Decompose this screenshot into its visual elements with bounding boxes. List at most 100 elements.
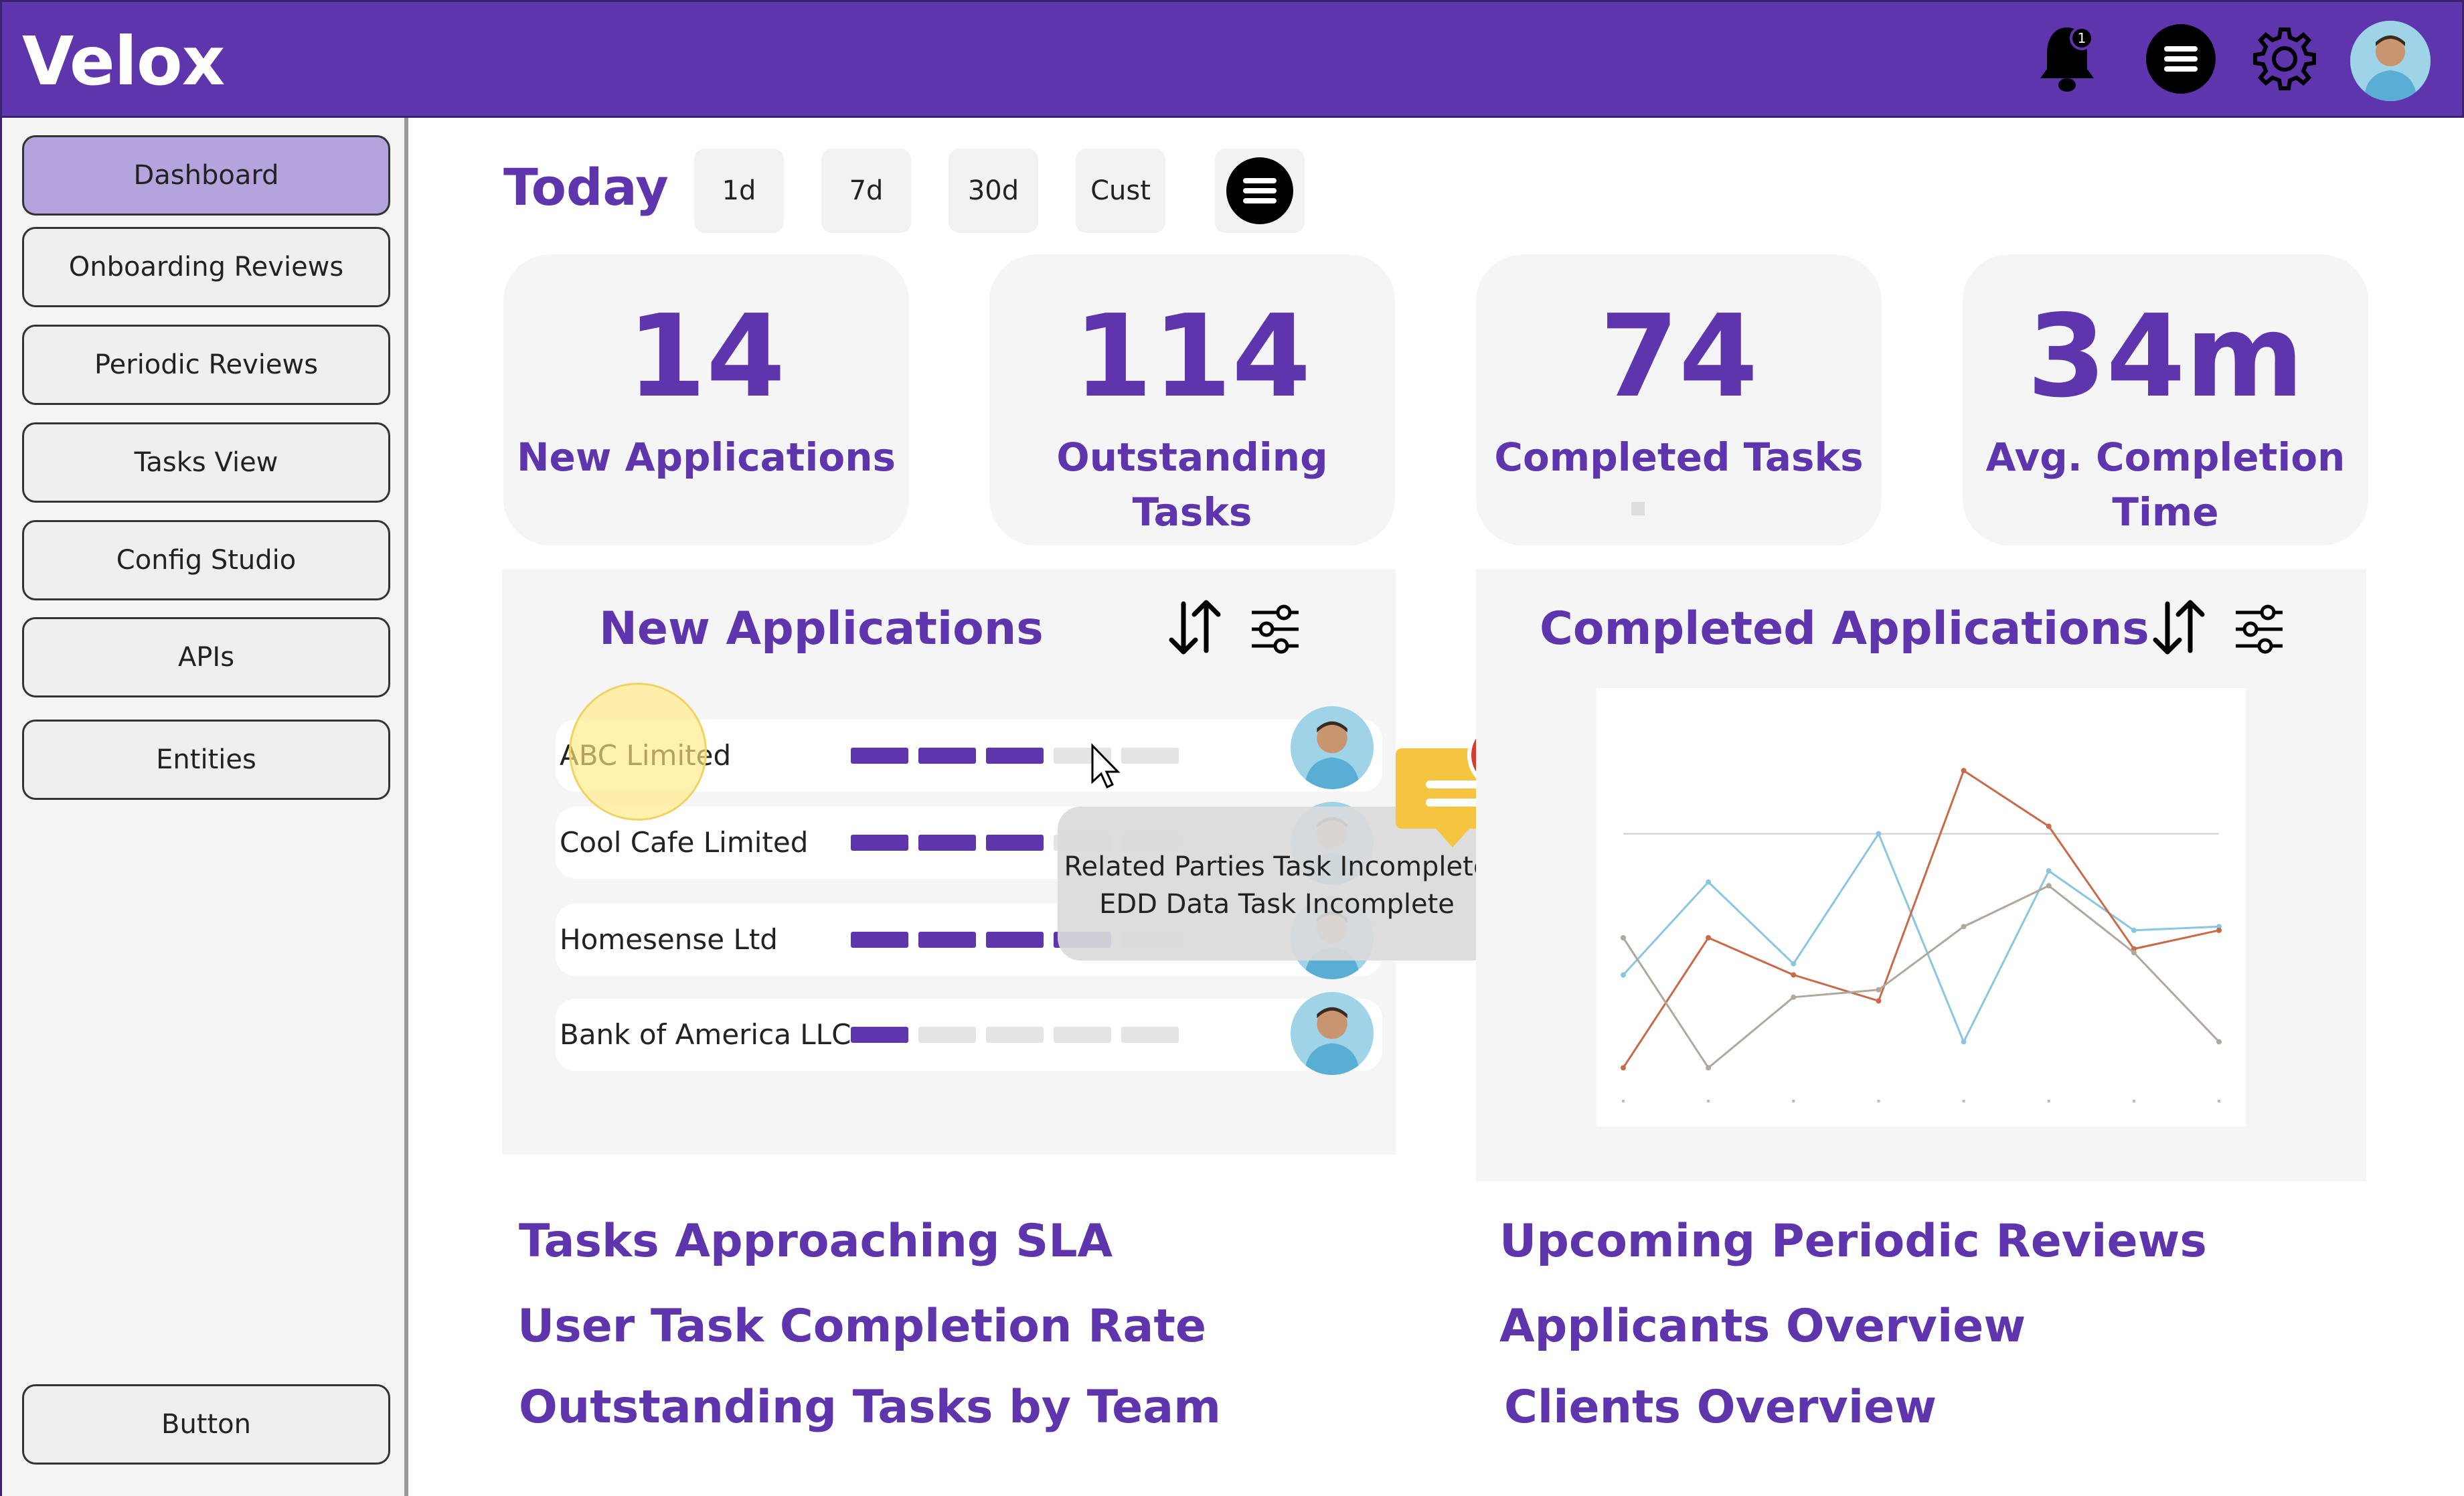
sidebar-item-config-studio[interactable]: Config Studio: [22, 520, 390, 600]
data-point: [1791, 994, 1797, 1000]
progress-segment: [918, 1027, 976, 1043]
sidebar-item-dashboard[interactable]: Dashboard: [22, 135, 390, 216]
progress-segment: [851, 1027, 908, 1043]
progress-segment: [986, 1027, 1044, 1043]
data-point: [2131, 950, 2137, 956]
data-point: [1706, 879, 1712, 885]
tooltip-line: Related Parties Task Incomplete: [1064, 851, 1490, 882]
kpi-value: 34m: [2027, 290, 2304, 423]
link-user-task-completion-rate[interactable]: User Task Completion Rate: [517, 1300, 1206, 1353]
sidebar-item-tasks-view[interactable]: Tasks View: [22, 422, 390, 503]
progress-segment: [918, 748, 976, 764]
line-chart: [1621, 768, 2222, 1102]
x-tick: [2132, 1100, 2135, 1102]
sidebar-item-apis[interactable]: APIs: [22, 617, 390, 697]
kpi-avg-completion-time[interactable]: 34m Avg. Completion Time: [1963, 254, 2368, 546]
data-point: [1706, 935, 1712, 940]
data-point: [1876, 831, 1882, 837]
data-point: [2046, 868, 2052, 874]
app-logo: Velox: [22, 22, 225, 100]
data-point: [2131, 946, 2137, 952]
link-clients-overview[interactable]: Clients Overview: [1504, 1381, 1937, 1434]
range-title: Today: [503, 157, 669, 217]
sidebar-item-periodic-reviews[interactable]: Periodic Reviews: [22, 325, 390, 405]
kpi-new-applications[interactable]: 14 New Applications: [503, 254, 909, 546]
kpi-label: Completed Tasks: [1494, 434, 1864, 480]
user-avatar[interactable]: [2350, 21, 2431, 101]
assignee-avatar[interactable]: [1291, 992, 1374, 1075]
link-tasks-approaching-sla[interactable]: Tasks Approaching SLA: [519, 1215, 1113, 1268]
data-point: [1791, 961, 1797, 967]
data-point: [1961, 768, 1967, 774]
kpi-value: 74: [1599, 290, 1758, 423]
data-point: [1961, 924, 1967, 930]
filter-icon[interactable]: [1245, 599, 1305, 659]
completed-applications-title: Completed Applications: [1540, 602, 2149, 655]
progress-segment: [918, 932, 976, 948]
x-tick: [2218, 1100, 2220, 1102]
data-point: [1621, 972, 1626, 978]
kpi-completed-tasks[interactable]: 74 Completed Tasks: [1476, 254, 1882, 546]
application-row[interactable]: Bank of America LLC: [556, 999, 1382, 1071]
kpi-value: 14: [627, 290, 786, 423]
sidebar-item-entities[interactable]: Entities: [22, 720, 390, 800]
gear-icon[interactable]: [2248, 22, 2321, 96]
kpi-outstanding-tasks[interactable]: 114 Outstanding Tasks: [989, 254, 1395, 546]
progress-segment: [851, 748, 908, 764]
sort-icon[interactable]: [2149, 597, 2209, 657]
data-point: [1961, 1039, 1967, 1045]
series-line-2: [1622, 884, 2220, 1070]
progress-segment: [851, 835, 908, 851]
data-point: [1876, 987, 1882, 993]
data-point: [1876, 998, 1882, 1004]
x-tick: [1792, 1100, 1795, 1102]
menu-icon[interactable]: [2144, 22, 2218, 96]
series-line-1: [1622, 768, 2220, 1069]
menu-icon: [1226, 157, 1293, 224]
link-upcoming-periodic-reviews[interactable]: Upcoming Periodic Reviews: [1499, 1215, 2207, 1268]
x-tick: [1877, 1100, 1880, 1102]
kpi-label: Outstanding Tasks: [1056, 434, 1328, 535]
completed-applications-chart: [1596, 688, 2246, 1127]
application-name: Homesense Ltd: [560, 923, 778, 956]
range-30d-button[interactable]: 30d: [949, 149, 1038, 233]
tooltip-line: EDD Data Task Incomplete: [1099, 889, 1455, 920]
sort-icon[interactable]: [1165, 597, 1225, 657]
decorative-dot: [1631, 502, 1645, 515]
data-point: [2216, 927, 2222, 933]
kpi-value: 114: [1073, 290, 1311, 423]
cursor-icon: [1091, 743, 1121, 789]
new-applications-title: New Applications: [599, 602, 1044, 655]
progress-segment: [1121, 1027, 1179, 1043]
kpi-label: New Applications: [516, 434, 896, 480]
range-7d-button[interactable]: 7d: [821, 149, 911, 233]
notification-count: 1: [2078, 30, 2086, 46]
data-point: [1621, 1065, 1626, 1071]
x-tick: [1622, 1100, 1625, 1102]
range-menu-button[interactable]: [1215, 149, 1305, 233]
sidebar-bottom-button[interactable]: Button: [22, 1384, 390, 1465]
filter-icon[interactable]: [2229, 599, 2289, 659]
range-1d-button[interactable]: 1d: [694, 149, 784, 233]
progress-segment: [851, 932, 908, 948]
x-tick: [1962, 1100, 1965, 1102]
progress-segment: [986, 835, 1044, 851]
range-custom-button[interactable]: Cust: [1076, 149, 1165, 233]
data-point: [1706, 1065, 1712, 1071]
bell-icon[interactable]: 1: [2030, 22, 2104, 96]
x-tick: [1707, 1100, 1710, 1102]
assignee-avatar[interactable]: [1291, 706, 1374, 789]
x-tick: [2047, 1100, 2050, 1102]
sidebar: Dashboard Onboarding Reviews Periodic Re…: [0, 118, 408, 1496]
link-applicants-overview[interactable]: Applicants Overview: [1499, 1300, 2026, 1353]
top-bar: Velox 1: [0, 0, 2464, 118]
data-point: [1791, 972, 1797, 978]
link-outstanding-tasks-by-team[interactable]: Outstanding Tasks by Team: [519, 1381, 1221, 1434]
series-line-0: [1622, 831, 2220, 1045]
progress-segment: [1121, 748, 1179, 764]
progress-segment: [1054, 1027, 1111, 1043]
application-name: Bank of America LLC: [560, 1018, 851, 1051]
click-highlight: [569, 683, 707, 821]
sidebar-item-onboarding-reviews[interactable]: Onboarding Reviews: [22, 227, 390, 307]
data-point: [2046, 823, 2052, 829]
